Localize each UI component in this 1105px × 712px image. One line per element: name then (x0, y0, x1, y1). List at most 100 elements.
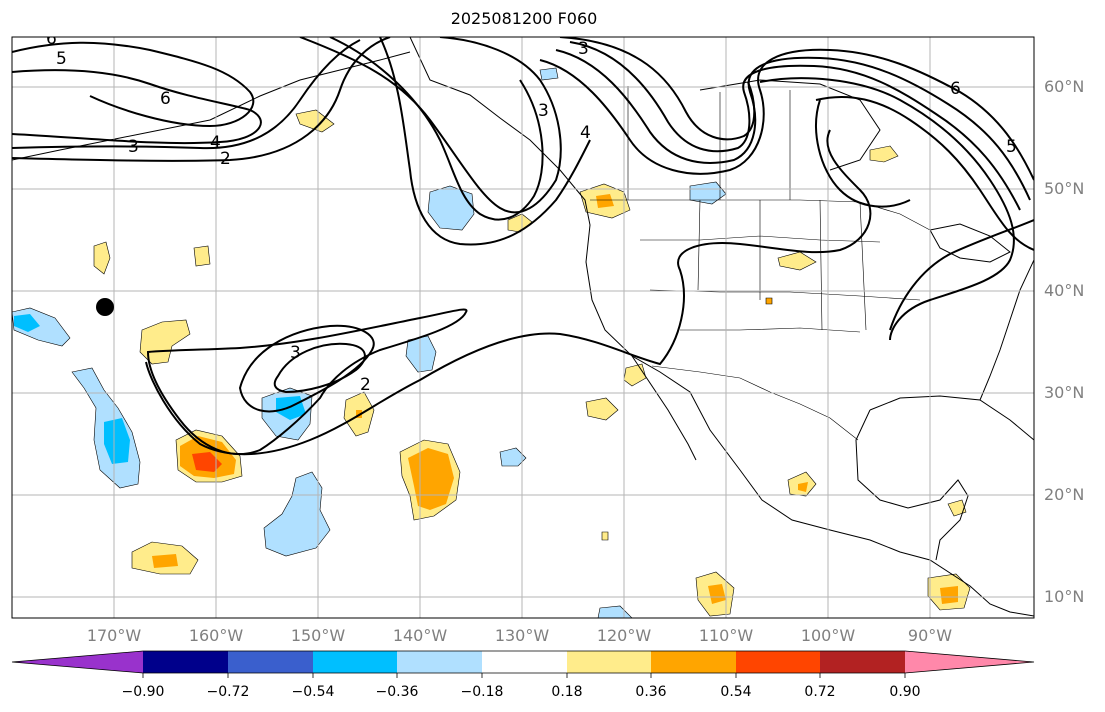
positive-anomaly-core (596, 194, 614, 208)
colorbar-tick-label: 0.54 (720, 684, 752, 700)
contour-line (12, 69, 262, 145)
positive-anomaly-region (947, 499, 967, 517)
contour-label: 3 (578, 39, 589, 59)
us-mexico-border (651, 365, 859, 441)
us-canada-border (590, 199, 931, 231)
east-coast (979, 259, 1034, 401)
positive-anomaly-region (295, 109, 335, 133)
contour-label: 5 (1006, 137, 1017, 157)
contour-line (555, 49, 1031, 201)
colorbar (11, 650, 1035, 678)
negative-anomaly-region (539, 67, 559, 81)
negative-anomaly-core (14, 314, 40, 332)
negative-anomaly-region (427, 185, 475, 231)
lat-label-40n: 40°N (1044, 281, 1085, 300)
colorbar-segment (313, 651, 397, 673)
lat-label-30n: 30°N (1044, 383, 1085, 402)
negative-anomaly-region (263, 471, 331, 557)
lon-label-100w: 100°W (800, 626, 856, 645)
colorbar-tick-label: 0.18 (551, 684, 583, 700)
colorbar-segment (651, 651, 736, 673)
canada-province-lines (627, 86, 791, 200)
colorbar-segment (397, 651, 482, 673)
lon-label-160w: 160°W (188, 626, 244, 645)
lat-label-10n: 10°N (1044, 587, 1085, 606)
positive-anomaly-region (765, 297, 773, 305)
hudson-bay-coast (699, 79, 881, 171)
contour-labels: 6 5 6 3 4 2 3 3 4 6 5 3 2 (46, 37, 1017, 395)
colorbar-segment (567, 651, 651, 673)
contour-label: 4 (580, 123, 591, 143)
colorbar-segment (228, 651, 313, 673)
colorbar-tick-label: 0.72 (804, 684, 836, 700)
lon-label-150w: 150°W (290, 626, 346, 645)
contour-line (559, 37, 756, 141)
colorbar-tick-label: −0.90 (121, 684, 165, 700)
great-lakes (929, 223, 1011, 263)
colorbar-tick-label: −0.54 (291, 684, 335, 700)
contour-label: 3 (290, 343, 301, 363)
contour-label: 4 (210, 133, 221, 153)
contour-line (569, 41, 1021, 211)
contour-label: 2 (220, 149, 231, 169)
colorbar-max-extend (905, 651, 1034, 673)
contour-line (759, 77, 1015, 341)
colorbar-segment (143, 651, 228, 673)
colorbar-segment (820, 651, 905, 673)
colorbar-tick-label: −0.36 (375, 684, 419, 700)
positive-anomaly-core (798, 482, 808, 492)
colorbar-segment (482, 651, 567, 673)
lat-label-20n: 20°N (1044, 485, 1085, 504)
map-frame (11, 36, 1035, 619)
contour-line (379, 37, 591, 246)
location-marker-dot (96, 298, 114, 316)
positive-anomaly-region (777, 251, 817, 271)
gulf-of-mexico (855, 395, 1034, 561)
negative-anomaly-region (405, 335, 437, 373)
contour-line (273, 342, 366, 394)
positive-anomaly-region (601, 531, 609, 541)
contour-label: 5 (56, 49, 67, 69)
baja-california (631, 355, 697, 461)
lon-label-140w: 140°W (392, 626, 448, 645)
colorbar-tick-label: 0.36 (635, 684, 667, 700)
contour-line (815, 99, 911, 208)
lon-label-130w: 130°W (494, 626, 550, 645)
contour-label: 6 (950, 79, 961, 99)
contour-lines (12, 37, 1034, 456)
contour-label: 3 (128, 137, 139, 157)
positive-anomaly-core (940, 586, 958, 604)
colorbar-tick-label: 0.90 (889, 684, 921, 700)
colorbar-segment (736, 651, 820, 673)
positive-anomaly-region (139, 319, 191, 365)
alaska-coast (12, 51, 411, 161)
anomaly-shading (12, 67, 971, 618)
contour-line (12, 37, 391, 162)
positive-anomaly-region (869, 145, 899, 163)
contour-line (815, 95, 1034, 251)
contour-line (12, 39, 361, 150)
contour-line (238, 324, 375, 413)
positive-anomaly-core (708, 584, 726, 604)
colorbar-tick-label: −0.72 (206, 684, 250, 700)
positive-anomaly-core (152, 554, 178, 568)
lon-label-120w: 120°W (596, 626, 652, 645)
negative-anomaly-core (104, 418, 130, 464)
lon-label-170w: 170°W (86, 626, 142, 645)
north-america-west-coast (409, 37, 1034, 617)
colorbar-min-extend (12, 651, 143, 673)
contour-line (145, 129, 872, 456)
positive-anomaly-region (585, 397, 619, 421)
lat-label-60n: 60°N (1044, 77, 1085, 96)
contour-line (12, 41, 255, 128)
lat-label-50n: 50°N (1044, 179, 1085, 198)
contour-line (539, 48, 1034, 181)
contour-label: 2 (360, 375, 371, 395)
lon-label-110w: 110°W (698, 626, 754, 645)
contour-line (299, 37, 562, 214)
contour-line (889, 219, 1034, 331)
colorbar-tick-label: −0.18 (460, 684, 504, 700)
contour-label: 6 (160, 89, 171, 109)
contour-line (329, 37, 544, 221)
